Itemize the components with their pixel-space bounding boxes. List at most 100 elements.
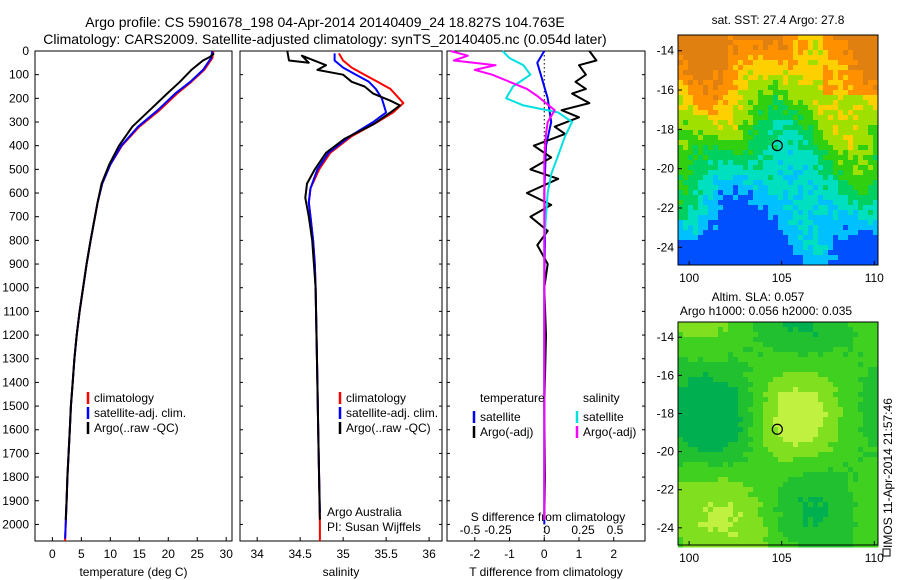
heatmap-cell — [868, 472, 874, 478]
heatmap-cell — [818, 347, 824, 353]
heatmap-cell — [868, 417, 874, 423]
heatmap-cell — [698, 80, 704, 86]
heatmap-cell — [863, 70, 869, 76]
heatmap-cell — [718, 160, 724, 166]
heatmap-cell — [678, 342, 684, 348]
heatmap-cell — [853, 150, 859, 156]
heatmap-cell — [768, 397, 774, 403]
heatmap-cell — [863, 322, 869, 328]
heatmap-cell — [773, 407, 779, 413]
heatmap-cell — [708, 327, 714, 333]
heatmap-cell — [753, 387, 759, 393]
heatmap-cell — [873, 367, 879, 373]
heatmap-cell — [833, 90, 839, 96]
heatmap-cell — [678, 427, 684, 433]
heatmap-cell — [718, 185, 724, 191]
heatmap-cell — [823, 472, 829, 478]
heatmap-cell — [723, 60, 729, 66]
heatmap-cell — [763, 432, 769, 438]
heatmap-cell — [753, 165, 759, 171]
heatmap-cell — [833, 95, 839, 101]
heatmap-cell — [768, 70, 774, 76]
heatmap-cell — [708, 387, 714, 393]
heatmap-cell — [798, 517, 804, 523]
heatmap-cell — [748, 337, 754, 343]
heatmap-cell — [748, 80, 754, 86]
heatmap-cell — [723, 45, 729, 51]
heatmap-cell — [733, 452, 739, 458]
heatmap-cell — [703, 512, 709, 518]
heatmap-cell — [783, 377, 789, 383]
heatmap-cell — [853, 115, 859, 121]
heatmap-cell — [868, 255, 874, 261]
heatmap-cell — [863, 537, 869, 543]
heatmap-cell — [708, 160, 714, 166]
s-tick-label: 0.25 — [571, 523, 595, 537]
heatmap-cell — [728, 447, 734, 453]
heatmap-cell — [743, 377, 749, 383]
heatmap-cell — [678, 50, 684, 56]
heatmap-cell — [788, 105, 794, 111]
heatmap-cell — [723, 462, 729, 468]
heatmap-cell — [698, 422, 704, 428]
heatmap-cell — [798, 437, 804, 443]
heatmap-cell — [713, 397, 719, 403]
heatmap-cell — [783, 200, 789, 206]
heatmap-cell — [723, 357, 729, 363]
heatmap-cell — [703, 85, 709, 91]
heatmap-cell — [808, 362, 814, 368]
heatmap-cell — [768, 472, 774, 478]
heatmap-cell — [823, 387, 829, 393]
heatmap-cell — [728, 85, 734, 91]
heatmap-cell — [688, 215, 694, 221]
heatmap-cell — [778, 462, 784, 468]
heatmap-cell — [678, 387, 684, 393]
heatmap-cell — [683, 140, 689, 146]
heatmap-cell — [858, 65, 864, 71]
heatmap-cell — [748, 125, 754, 131]
heatmap-cell — [803, 95, 809, 101]
heatmap-cell — [768, 160, 774, 166]
heatmap-cell — [738, 260, 744, 266]
heatmap-cell — [693, 377, 699, 383]
heatmap-cell — [728, 75, 734, 81]
heatmap-cell — [833, 100, 839, 106]
heatmap-cell — [863, 85, 869, 91]
heatmap-cell — [813, 357, 819, 363]
heatmap-cell — [828, 215, 834, 221]
heatmap-cell — [793, 125, 799, 131]
heatmap-cell — [743, 230, 749, 236]
heatmap-cell — [823, 327, 829, 333]
heatmap-cell — [738, 105, 744, 111]
heatmap-cell — [733, 180, 739, 186]
heatmap-cell — [833, 432, 839, 438]
heatmap-cell — [743, 90, 749, 96]
heatmap-cell — [868, 85, 874, 91]
heatmap-cell — [858, 125, 864, 131]
x-tick-label: 100 — [679, 551, 699, 565]
heatmap-cell — [833, 240, 839, 246]
heatmap-cell — [823, 45, 829, 51]
heatmap-cell — [738, 190, 744, 196]
heatmap-cell — [773, 135, 779, 141]
heatmap-cell — [748, 170, 754, 176]
heatmap-cell — [773, 377, 779, 383]
heatmap-cell — [873, 100, 879, 106]
heatmap-cell — [713, 432, 719, 438]
heatmap-cell — [853, 492, 859, 498]
heatmap-cell — [768, 337, 774, 343]
heatmap-cell — [708, 427, 714, 433]
heatmap-cell — [838, 327, 844, 333]
heatmap-cell — [808, 175, 814, 181]
heatmap-cell — [788, 472, 794, 478]
heatmap-cell — [813, 397, 819, 403]
heatmap-cell — [828, 95, 834, 101]
heatmap-cell — [763, 352, 769, 358]
heatmap-cell — [698, 507, 704, 513]
heatmap-cell — [698, 215, 704, 221]
heatmap-cell — [828, 372, 834, 378]
heatmap-cell — [843, 382, 849, 388]
heatmap-cell — [738, 215, 744, 221]
heatmap-cell — [828, 362, 834, 368]
heatmap-cell — [853, 387, 859, 393]
